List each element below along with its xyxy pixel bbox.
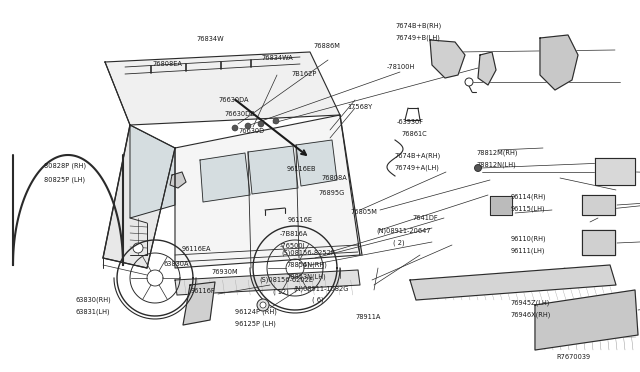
Circle shape — [245, 123, 251, 129]
Polygon shape — [248, 146, 298, 194]
Circle shape — [257, 299, 269, 311]
Text: 76630D: 76630D — [239, 128, 265, 134]
Text: -78100H: -78100H — [387, 64, 415, 70]
Text: 76946X(RH): 76946X(RH) — [511, 312, 551, 318]
Text: 76808EA: 76808EA — [152, 61, 182, 67]
Text: 76630DA: 76630DA — [219, 97, 250, 103]
Text: ( 12): ( 12) — [273, 289, 289, 295]
Text: 7674B+A(RH): 7674B+A(RH) — [395, 153, 441, 160]
Text: 78812M(RH): 78812M(RH) — [477, 149, 518, 156]
Text: 76945Z(LH): 76945Z(LH) — [511, 300, 550, 307]
Text: ( 2): ( 2) — [393, 239, 404, 246]
Text: 96124P (RH): 96124P (RH) — [235, 308, 276, 315]
Text: (S)08156-8252F: (S)08156-8252F — [282, 250, 335, 256]
Polygon shape — [200, 153, 250, 202]
Text: 63830A: 63830A — [164, 261, 189, 267]
Circle shape — [273, 118, 279, 124]
Text: 96111(LH): 96111(LH) — [511, 248, 545, 254]
Text: 76861C: 76861C — [401, 131, 427, 137]
Polygon shape — [540, 35, 578, 90]
Text: 96116EB: 96116EB — [287, 166, 316, 172]
Text: 80828P (RH): 80828P (RH) — [44, 162, 86, 169]
Polygon shape — [595, 158, 635, 185]
Text: 76895G: 76895G — [318, 190, 344, 196]
Text: 63831(LH): 63831(LH) — [76, 308, 110, 315]
Text: (N)08911-20647: (N)08911-20647 — [376, 227, 431, 234]
Circle shape — [465, 78, 473, 86]
Circle shape — [133, 243, 143, 253]
Text: 63830(RH): 63830(RH) — [76, 296, 111, 303]
Text: 7641DF: 7641DF — [413, 215, 438, 221]
Polygon shape — [103, 125, 175, 268]
Circle shape — [258, 121, 264, 127]
Text: 17568Y: 17568Y — [348, 104, 372, 110]
Text: -76500J: -76500J — [280, 243, 305, 248]
Text: 76834WA: 76834WA — [261, 55, 293, 61]
Text: 78812N(LH): 78812N(LH) — [477, 161, 516, 168]
Polygon shape — [296, 140, 337, 186]
Text: 78854N(RH): 78854N(RH) — [287, 262, 328, 268]
Text: 96110(RH): 96110(RH) — [511, 235, 547, 242]
Polygon shape — [130, 125, 175, 218]
Text: 80825P (LH): 80825P (LH) — [44, 176, 84, 183]
Text: 76808A: 76808A — [321, 175, 347, 181]
Text: 76630DB: 76630DB — [224, 111, 255, 117]
Circle shape — [260, 302, 266, 308]
Circle shape — [474, 164, 481, 171]
Circle shape — [232, 125, 238, 131]
Text: ( 6): ( 6) — [298, 262, 309, 268]
Text: 76834W: 76834W — [196, 36, 224, 42]
Polygon shape — [430, 40, 465, 78]
Text: 96116F: 96116F — [191, 288, 215, 294]
Polygon shape — [490, 196, 512, 215]
Text: 96115(LH): 96115(LH) — [511, 206, 545, 212]
Text: 76805M: 76805M — [351, 209, 378, 215]
Polygon shape — [175, 115, 360, 268]
Polygon shape — [478, 52, 496, 85]
Text: 96116E: 96116E — [288, 217, 313, 223]
Text: 7B162P: 7B162P — [291, 71, 317, 77]
Text: 76749+B(LH): 76749+B(LH) — [396, 35, 440, 41]
Polygon shape — [582, 195, 615, 215]
Polygon shape — [183, 282, 215, 325]
Text: 76886M: 76886M — [314, 44, 340, 49]
Text: 96114(RH): 96114(RH) — [511, 194, 547, 201]
Text: R7670039: R7670039 — [557, 354, 591, 360]
Text: 96116EA: 96116EA — [182, 246, 211, 252]
Text: 78911A: 78911A — [356, 314, 381, 320]
Text: (S)08156-6202E: (S)08156-6202E — [260, 276, 314, 283]
Polygon shape — [582, 230, 615, 255]
Text: 7674B+B(RH): 7674B+B(RH) — [396, 23, 442, 29]
Polygon shape — [410, 265, 616, 300]
Text: -7B816A: -7B816A — [280, 231, 308, 237]
Polygon shape — [535, 290, 638, 350]
Polygon shape — [105, 52, 340, 125]
Text: 78853N(LH): 78853N(LH) — [287, 274, 326, 280]
Polygon shape — [170, 172, 186, 188]
Text: 76749+A(LH): 76749+A(LH) — [395, 165, 440, 171]
Polygon shape — [175, 270, 360, 295]
Text: ( 6): ( 6) — [312, 297, 323, 304]
Text: 96125P (LH): 96125P (LH) — [235, 320, 276, 327]
Text: (N)08911-1082G: (N)08911-1082G — [293, 285, 349, 292]
Text: 76930M: 76930M — [211, 269, 238, 275]
Text: -63930F: -63930F — [397, 119, 424, 125]
